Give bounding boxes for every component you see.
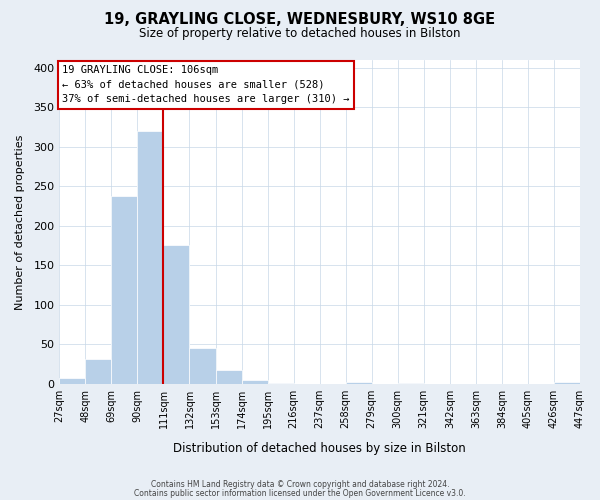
- Text: Contains public sector information licensed under the Open Government Licence v3: Contains public sector information licen…: [134, 488, 466, 498]
- Bar: [215, 370, 242, 384]
- Text: Contains HM Land Registry data © Crown copyright and database right 2024.: Contains HM Land Registry data © Crown c…: [151, 480, 449, 489]
- X-axis label: Distribution of detached houses by size in Bilston: Distribution of detached houses by size …: [173, 442, 466, 455]
- Bar: [163, 245, 190, 384]
- Bar: [346, 382, 372, 384]
- Bar: [554, 382, 580, 384]
- Bar: [190, 348, 215, 384]
- Bar: [398, 383, 424, 384]
- Bar: [59, 378, 85, 384]
- Bar: [85, 358, 112, 384]
- Bar: [268, 383, 293, 384]
- Bar: [242, 380, 268, 384]
- Bar: [112, 196, 137, 384]
- Text: 19 GRAYLING CLOSE: 106sqm
← 63% of detached houses are smaller (528)
37% of semi: 19 GRAYLING CLOSE: 106sqm ← 63% of detac…: [62, 65, 349, 104]
- Text: 19, GRAYLING CLOSE, WEDNESBURY, WS10 8GE: 19, GRAYLING CLOSE, WEDNESBURY, WS10 8GE: [104, 12, 496, 28]
- Text: Size of property relative to detached houses in Bilston: Size of property relative to detached ho…: [139, 28, 461, 40]
- Y-axis label: Number of detached properties: Number of detached properties: [15, 134, 25, 310]
- Bar: [137, 131, 163, 384]
